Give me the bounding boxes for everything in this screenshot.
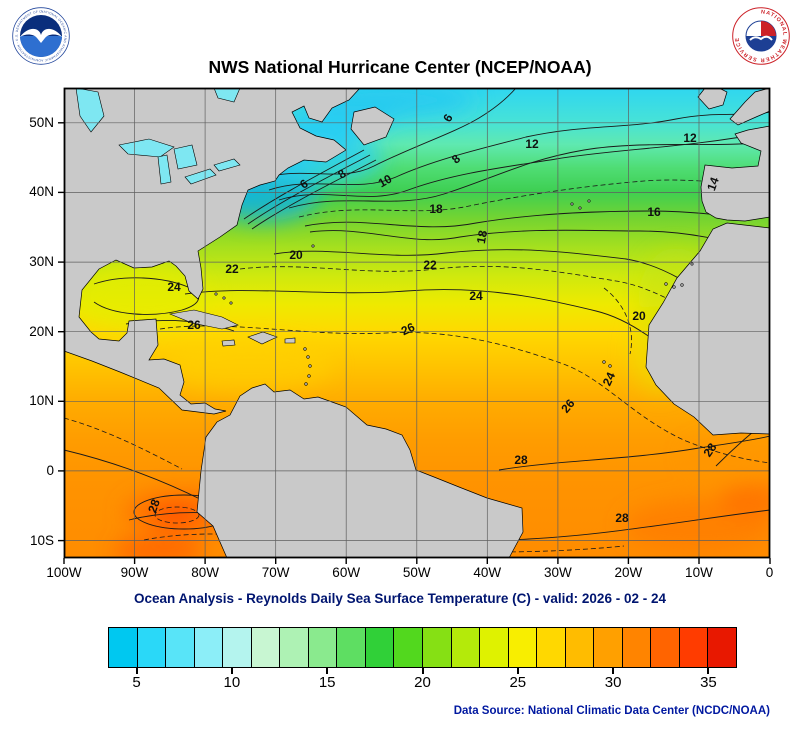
lat-axis-label: 10S [29, 532, 54, 548]
noaa-gull-icon [20, 28, 62, 43]
lon-axis-label: 100W [46, 565, 82, 580]
land-britain [729, 88, 770, 126]
cape-verde [602, 360, 612, 368]
colorbar-cell [251, 628, 281, 667]
lon-axis-label: 0 [765, 565, 774, 580]
lon-axis-label: 40W [473, 565, 502, 580]
land-africa [645, 222, 770, 436]
lake-superior [118, 138, 175, 158]
island-hispaniola [247, 331, 278, 345]
colorbar-tick-label: 10 [223, 674, 241, 691]
land-north-america [64, 88, 361, 415]
colorbar-cell [651, 628, 680, 667]
lat-axis-label: 0 [46, 462, 54, 478]
lon-axis-label: 60W [332, 565, 361, 580]
island-cuba [168, 309, 239, 330]
lon-axis-label: 30W [543, 565, 572, 580]
colorbar-cell [394, 628, 424, 667]
island-madeira [690, 262, 694, 266]
colorbar-tick-label: 20 [414, 674, 431, 691]
colorbar-tick [516, 668, 519, 674]
colorbar-cell [565, 628, 595, 667]
lon-axis-label: 80W [191, 565, 219, 580]
land-newfoundland [350, 106, 395, 146]
colorbar-cell [308, 628, 338, 667]
lon-axis-label: 70W [261, 565, 290, 580]
lat-axis-label: 20N [29, 323, 54, 339]
colorbar-cell [194, 628, 224, 667]
colorbar-cell [451, 628, 481, 667]
data-source-credit: Data Source: National Climatic Data Cent… [453, 705, 770, 717]
lon-axis-label: 90W [120, 565, 149, 580]
colorbar-tick [230, 668, 233, 674]
colorbar-tick [326, 668, 329, 674]
colorbar-cell [622, 628, 652, 667]
colorbar-cell [679, 628, 709, 667]
noaa-logo: NATIONAL OCEANIC AND ATMOSPHERIC ADMINIS… [12, 7, 70, 65]
lake-ontario [213, 158, 241, 172]
nws-logo: NATIONAL WEATHER SERVICE [732, 7, 790, 65]
colorbar-cell [508, 628, 538, 667]
colorbar-tick-label: 15 [318, 674, 336, 691]
azores [570, 199, 591, 210]
lon-axis-label: 10W [685, 565, 713, 580]
colorbar-cell [594, 628, 623, 667]
land-europe [700, 125, 770, 222]
colorbar-cell [537, 628, 566, 667]
colorbar-cell [137, 628, 167, 667]
lat-axis-label: 50N [29, 114, 54, 130]
colorbar-cell [166, 628, 195, 667]
colorbar-tick [707, 668, 710, 674]
lat-axis-label: 10N [29, 393, 54, 409]
temperature-colorbar [108, 627, 737, 668]
analysis-caption: Ocean Analysis - Reynolds Daily Sea Surf… [134, 591, 666, 606]
page-title: NWS National Hurricane Center (NCEP/NOAA… [208, 57, 592, 77]
colorbar-cell [109, 628, 138, 667]
lat-axis-label: 30N [29, 254, 54, 270]
colorbar-tick-label: 35 [700, 674, 717, 691]
colorbar-tick-label: 30 [604, 674, 622, 691]
map-area: 6 8 10 6 8 12 12 14 16 18 18 20 22 22 24 24 24 20 26 26 26 28… [58, 87, 771, 564]
colorbar-tick [135, 668, 138, 674]
sst-map [58, 87, 771, 564]
james-bay [213, 88, 241, 103]
lon-axis-label: 20W [614, 565, 643, 580]
lon-axis-label: 50W [402, 565, 431, 580]
lat-axis-label: 40N [29, 184, 54, 200]
island-bermuda [311, 244, 315, 248]
colorbar-tick-label: 5 [132, 674, 141, 691]
bahamas [214, 292, 233, 305]
colorbar-cell [423, 628, 452, 667]
colorbar-cell [223, 628, 252, 667]
lake-erie [184, 168, 217, 185]
colorbar-cell [480, 628, 509, 667]
land-ireland [697, 88, 728, 110]
axis-ticks [58, 122, 771, 564]
nws-gull-icon [749, 35, 773, 41]
island-jamaica [221, 339, 236, 347]
canary-islands [664, 282, 684, 289]
colorbar-tick [421, 668, 424, 674]
lake-huron [173, 144, 198, 170]
map-frame [63, 87, 771, 559]
colorbar-tick [612, 668, 615, 674]
colorbar-cell [337, 628, 366, 667]
colorbar-tick-label: 25 [509, 674, 527, 691]
lake-michigan [157, 154, 172, 185]
lake-winnipeg [75, 88, 105, 133]
island-puerto-rico [284, 337, 296, 344]
colorbar-cell [708, 628, 737, 667]
graticule [64, 88, 770, 558]
colorbar-cell [365, 628, 395, 667]
colorbar-cell [280, 628, 309, 667]
lesser-antilles [303, 347, 312, 386]
